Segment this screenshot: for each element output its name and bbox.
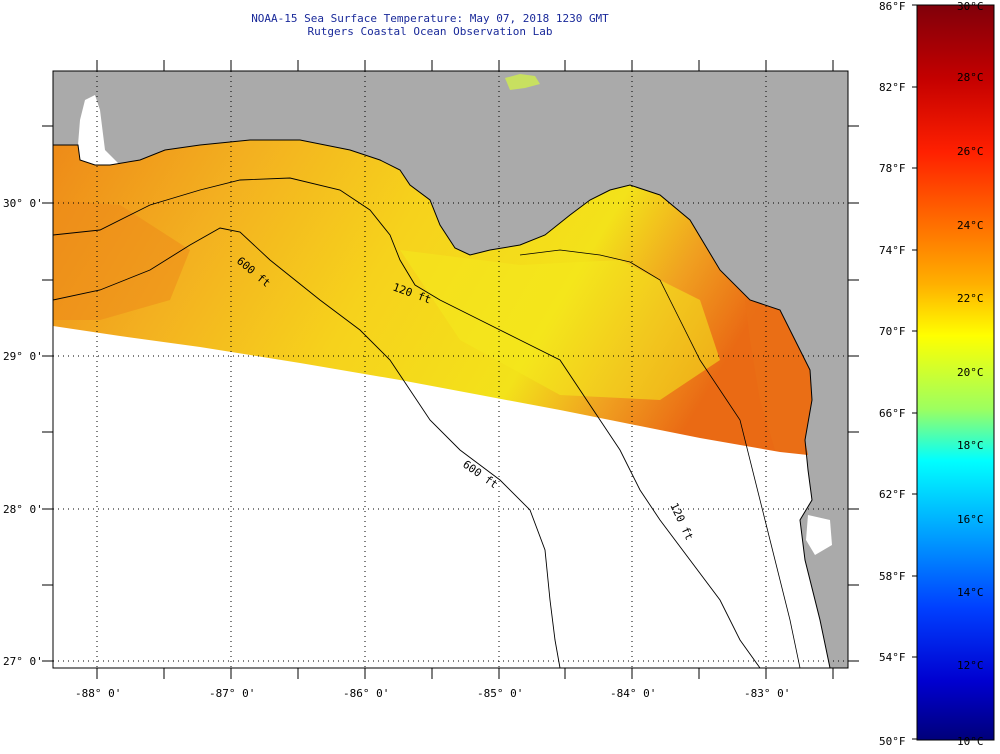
coastline bbox=[53, 139, 831, 668]
cb-c-20: 20°C bbox=[957, 366, 984, 379]
lat-label-28: 28° 0' bbox=[3, 503, 43, 516]
colorbar-ticks bbox=[912, 4, 917, 740]
lon-label-83: -83° 0' bbox=[744, 687, 790, 700]
cb-f-78: 78°F bbox=[879, 162, 906, 175]
lon-label-85: -85° 0' bbox=[477, 687, 523, 700]
land-north bbox=[53, 71, 848, 668]
colorbar bbox=[916, 4, 995, 741]
cb-f-50: 50°F bbox=[879, 735, 906, 748]
lon-label-86: -86° 0' bbox=[343, 687, 389, 700]
lat-label-27: 27° 0' bbox=[3, 655, 43, 668]
isobath-120ft bbox=[53, 177, 761, 668]
lon-label-87: -87° 0' bbox=[209, 687, 255, 700]
cloud-speck bbox=[505, 74, 540, 90]
warm-patch-west bbox=[53, 200, 190, 320]
bay-water bbox=[806, 515, 832, 555]
cb-f-74: 74°F bbox=[879, 244, 906, 257]
cb-f-82: 82°F bbox=[879, 81, 906, 94]
map-title: NOAA-15 Sea Surface Temperature: May 07,… bbox=[251, 12, 609, 25]
map-frame bbox=[52, 70, 849, 669]
axis-ticks bbox=[42, 60, 859, 679]
cb-f-66: 66°F bbox=[879, 407, 906, 420]
cool-band bbox=[400, 250, 720, 400]
cb-f-54: 54°F bbox=[879, 651, 906, 664]
cb-f-86: 86°F bbox=[879, 0, 906, 13]
lon-label-84: -84° 0' bbox=[610, 687, 656, 700]
cb-c-18: 18°C bbox=[957, 439, 984, 452]
cb-c-16: 16°C bbox=[957, 513, 984, 526]
isobath-inner bbox=[519, 249, 801, 668]
cb-c-12: 12°C bbox=[957, 659, 984, 672]
lat-label-29: 29° 0' bbox=[3, 350, 43, 363]
map-subtitle: Rutgers Coastal Ocean Observation Lab bbox=[307, 25, 553, 38]
cb-f-62: 62°F bbox=[879, 488, 906, 501]
lon-label-88: -88° 0' bbox=[75, 687, 121, 700]
lat-label-30: 30° 0' bbox=[3, 197, 43, 210]
cb-c-10: 10°C bbox=[957, 735, 984, 748]
cb-f-58: 58°F bbox=[879, 570, 906, 583]
warm-patch-east bbox=[745, 300, 812, 455]
cb-c-28: 28°C bbox=[957, 71, 984, 84]
cb-c-24: 24°C bbox=[957, 219, 984, 232]
cb-c-30: 30°C bbox=[957, 0, 984, 13]
cb-c-26: 26°C bbox=[957, 145, 984, 158]
cb-f-70: 70°F bbox=[879, 325, 906, 338]
cb-c-22: 22°C bbox=[957, 292, 984, 305]
isobath-600ft bbox=[53, 227, 561, 668]
cb-c-14: 14°C bbox=[957, 586, 984, 599]
